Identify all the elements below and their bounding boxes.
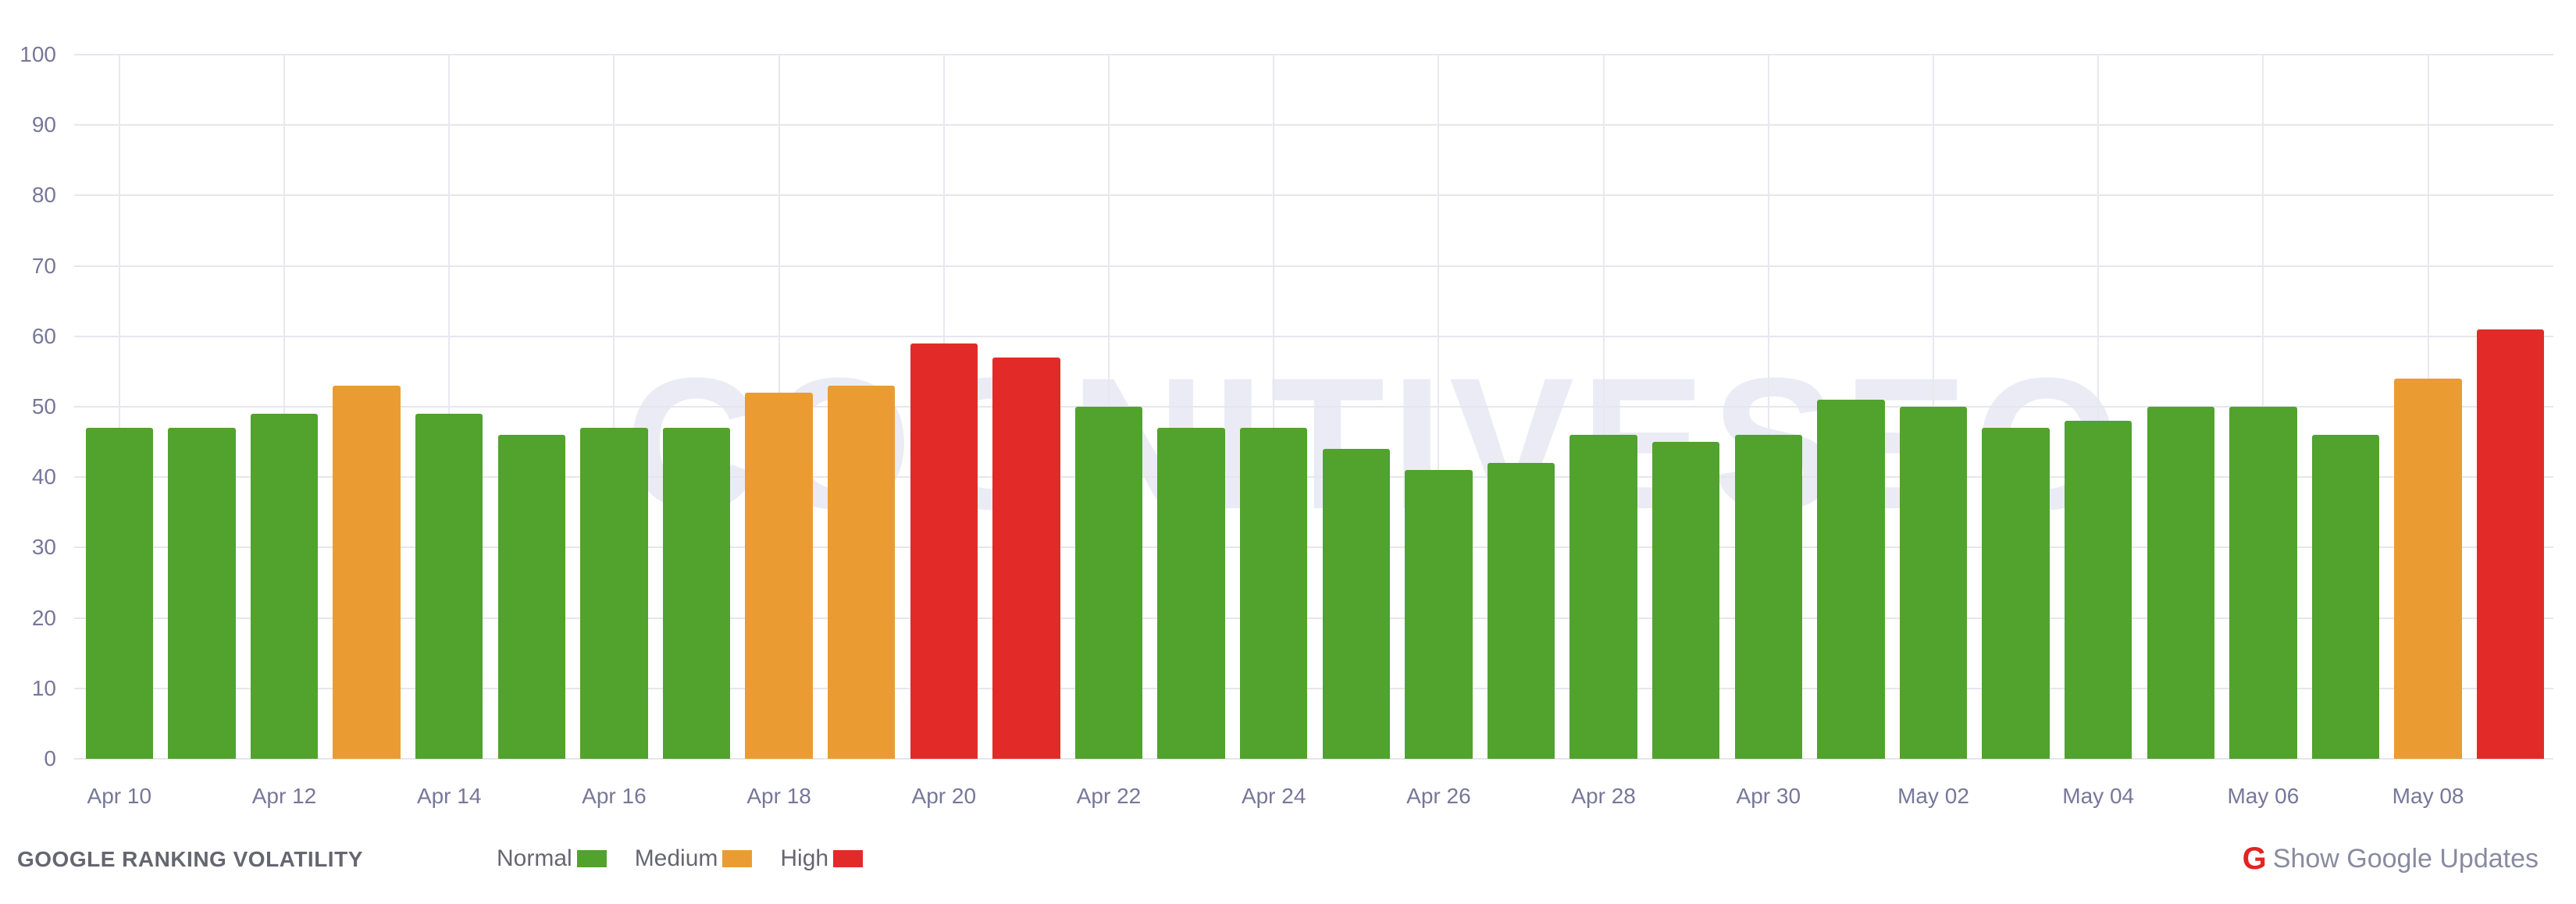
legend-item-high[interactable]: High xyxy=(780,845,864,872)
bar-apr-22[interactable] xyxy=(1074,407,1143,759)
x-tick-label: Apr 24 xyxy=(1241,784,1306,808)
x-tick-label: Apr 10 xyxy=(87,784,152,808)
x-tick-label: Apr 28 xyxy=(1571,784,1636,808)
bar-may-07[interactable] xyxy=(2311,435,2380,759)
x-tick-label: Apr 30 xyxy=(1736,784,1801,808)
bar-apr-27[interactable] xyxy=(1487,463,1555,759)
y-tick-label: 0 xyxy=(44,746,56,771)
gridline-x xyxy=(448,55,451,759)
bar-apr-13[interactable] xyxy=(333,385,401,759)
gridline-y xyxy=(74,687,2553,689)
x-tick-label: May 02 xyxy=(1897,784,1969,808)
google-g-icon: G xyxy=(2242,842,2267,876)
bar-apr-19[interactable] xyxy=(827,385,896,759)
bar-apr-10[interactable] xyxy=(85,428,154,759)
gridline-x xyxy=(1438,55,1440,759)
gridline-x xyxy=(2097,55,2100,759)
y-tick-label: 40 xyxy=(31,464,56,489)
bar-apr-29[interactable] xyxy=(1651,442,1720,759)
legend-swatch-high xyxy=(833,850,864,867)
gridline-y xyxy=(74,54,2553,55)
x-tick-label: May 04 xyxy=(2062,784,2135,808)
y-tick-label: 60 xyxy=(31,323,56,348)
bar-may-08[interactable] xyxy=(2394,378,2462,759)
x-tick-label: Apr 14 xyxy=(416,784,482,808)
gridline-y xyxy=(74,406,2553,408)
legend-item-normal[interactable]: Normal xyxy=(497,845,607,872)
bar-apr-28[interactable] xyxy=(1569,435,1637,759)
bar-may-04[interactable] xyxy=(2064,421,2132,759)
gridline-y xyxy=(74,124,2553,126)
x-tick-label: Apr 22 xyxy=(1076,784,1142,808)
bar-apr-25[interactable] xyxy=(1322,449,1391,759)
gridline-y xyxy=(74,194,2553,197)
bar-may-06[interactable] xyxy=(2229,407,2297,759)
bar-apr-16[interactable] xyxy=(580,428,648,759)
y-tick-label: 10 xyxy=(31,675,56,700)
show-google-updates-label: Show Google Updates xyxy=(2272,843,2539,874)
gridline-y xyxy=(74,476,2553,479)
gridline-x xyxy=(283,55,285,759)
legend: Normal Medium High xyxy=(497,845,864,872)
gridline-x xyxy=(118,55,120,759)
gridline-x xyxy=(1602,55,1605,759)
chart-title: GOOGLE RANKING VOLATILITY xyxy=(17,847,363,871)
bar-apr-18[interactable] xyxy=(745,392,813,759)
legend-label: Normal xyxy=(497,845,572,871)
bar-apr-12[interactable] xyxy=(250,414,319,759)
show-google-updates-button[interactable]: G Show Google Updates xyxy=(2243,843,2539,874)
bar-apr-30[interactable] xyxy=(1734,435,1803,759)
legend-label: Medium xyxy=(634,845,718,871)
bar-may-03[interactable] xyxy=(1982,428,2050,759)
y-tick-label: 100 xyxy=(20,42,56,66)
legend-item-medium[interactable]: Medium xyxy=(635,845,753,872)
y-tick-label: 70 xyxy=(31,253,56,278)
bar-apr-21[interactable] xyxy=(992,357,1060,759)
bar-apr-23[interactable] xyxy=(1157,428,1225,759)
bar-apr-11[interactable] xyxy=(168,428,236,759)
gridline-x xyxy=(1273,55,1275,759)
x-tick-label: May 08 xyxy=(2392,784,2464,808)
gridline-y xyxy=(74,617,2553,619)
x-tick-label: Apr 12 xyxy=(251,784,317,808)
bar-apr-26[interactable] xyxy=(1405,470,1473,759)
bar-apr-24[interactable] xyxy=(1239,428,1308,759)
legend-label: High xyxy=(780,845,829,871)
y-tick-label: 20 xyxy=(31,605,56,630)
bar-may-05[interactable] xyxy=(2147,407,2215,759)
x-tick-label: Apr 16 xyxy=(582,784,647,808)
gridline-x xyxy=(1767,55,1769,759)
bar-apr-17[interactable] xyxy=(662,428,731,759)
legend-swatch-medium xyxy=(722,850,753,867)
bar-apr-14[interactable] xyxy=(415,414,483,759)
y-tick-label: 50 xyxy=(31,394,56,418)
x-tick-label: Apr 20 xyxy=(911,784,977,808)
gridline-y xyxy=(74,758,2553,760)
y-tick-label: 30 xyxy=(31,535,56,560)
bar-apr-20[interactable] xyxy=(910,343,978,759)
bar-apr-15[interactable] xyxy=(497,435,566,759)
x-tick-label: Apr 18 xyxy=(746,784,811,808)
bar-may-09[interactable] xyxy=(2476,329,2545,759)
bar-may-02[interactable] xyxy=(1899,407,1968,759)
x-tick-label: Apr 26 xyxy=(1406,784,1471,808)
gridline-y xyxy=(74,335,2553,337)
legend-swatch-normal xyxy=(576,850,607,867)
y-tick-label: 80 xyxy=(31,183,56,208)
gridline-y xyxy=(74,546,2553,549)
gridline-y xyxy=(74,265,2553,267)
y-tick-label: 90 xyxy=(31,112,56,137)
x-tick-label: May 06 xyxy=(2227,784,2300,808)
gridline-x xyxy=(613,55,615,759)
bar-may-01[interactable] xyxy=(1817,399,1885,759)
